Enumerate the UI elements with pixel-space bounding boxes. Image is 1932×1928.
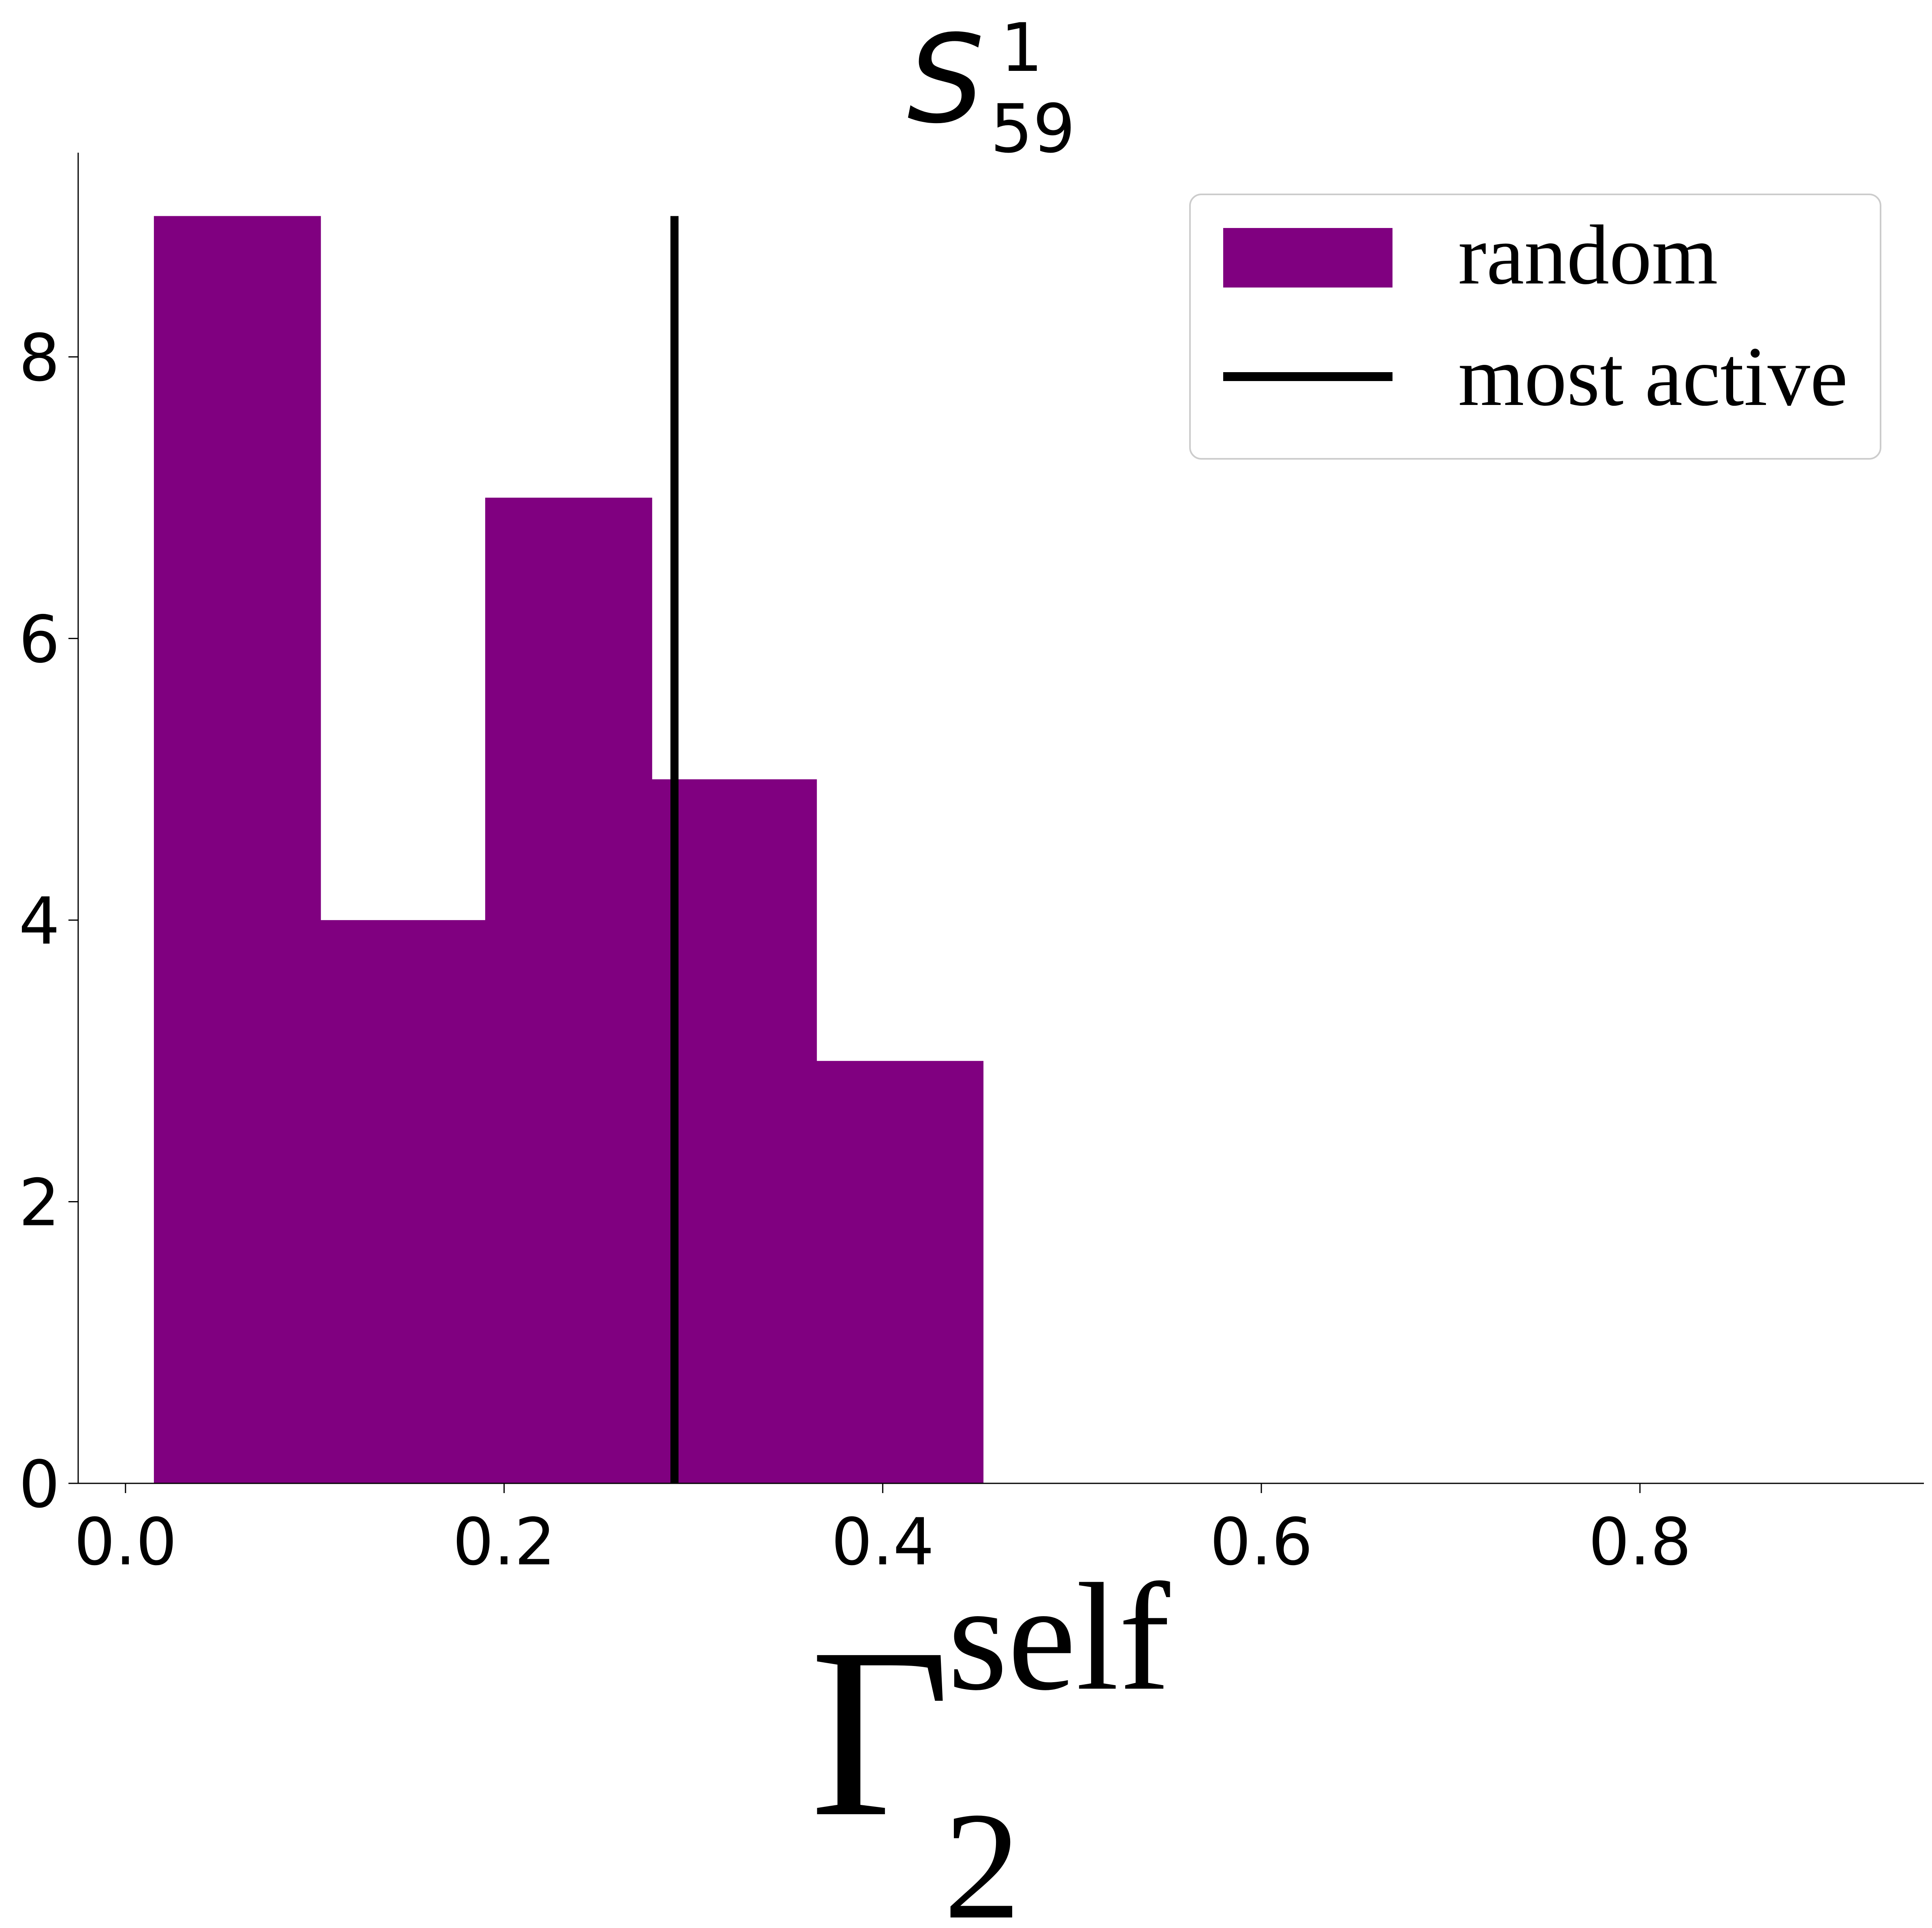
y-tick-label: 8 <box>19 320 60 396</box>
title-symbol: S <box>907 9 984 150</box>
histogram-bars <box>154 216 984 1484</box>
title-subscript: 59 <box>990 90 1075 168</box>
x-tick-label: 0.4 <box>831 1504 934 1580</box>
xlabel-symbol: Γ <box>810 1598 951 1867</box>
y-tick-label: 4 <box>19 883 60 959</box>
histogram-bar <box>154 216 321 1484</box>
x-tick-label: 0.6 <box>1210 1504 1313 1580</box>
legend-random-label: random <box>1458 208 1718 302</box>
histogram-bar <box>485 497 653 1484</box>
x-tick-label: 0.8 <box>1589 1504 1691 1580</box>
histogram-bar <box>652 779 817 1483</box>
x-axis-label: Γ self 2 <box>810 1552 1172 1928</box>
histogram-bar <box>320 920 486 1483</box>
xlabel-subscript: 2 <box>944 1781 1021 1928</box>
x-ticks: 0.0 0.2 0.4 0.6 0.8 <box>74 1483 1691 1580</box>
y-tick-label: 0 <box>19 1447 60 1522</box>
chart-title: S 1 59 <box>907 9 1075 168</box>
title-superscript: 1 <box>1000 9 1043 87</box>
x-tick-label: 0.2 <box>452 1504 555 1580</box>
xlabel-superscript: self <box>948 1552 1172 1722</box>
histogram-bar <box>816 1061 984 1483</box>
y-tick-label: 6 <box>19 602 60 677</box>
y-ticks: 0 2 4 6 8 <box>19 320 78 1522</box>
legend-random-patch <box>1223 228 1392 288</box>
y-tick-label: 2 <box>19 1165 60 1241</box>
legend-most-active-label: most active <box>1458 330 1848 424</box>
x-tick-label: 0.0 <box>74 1504 177 1580</box>
legend: random most active <box>1189 194 1881 460</box>
